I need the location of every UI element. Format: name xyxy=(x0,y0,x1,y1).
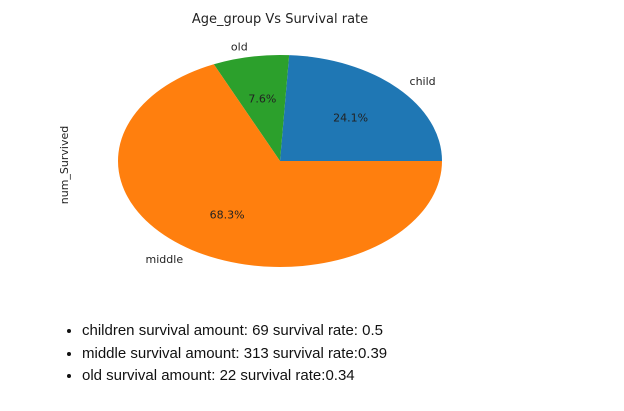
note-children: children survival amount: 69 survival ra… xyxy=(82,320,387,343)
slice-percent-old: 7.6% xyxy=(248,92,276,105)
pie-slice-middle xyxy=(117,64,442,267)
pie-slice-child xyxy=(280,55,442,162)
survival-notes-list: children survival amount: 69 survival ra… xyxy=(62,320,387,388)
slice-label-old: old xyxy=(231,40,248,53)
slice-percent-child: 24.1% xyxy=(333,111,368,124)
pie-labels: child 24.1% old 7.6% middle 68.3% xyxy=(146,40,436,266)
y-axis-label: num_Survived xyxy=(58,126,71,204)
slice-percent-middle: 68.3% xyxy=(210,208,245,221)
note-middle: middle survival amount: 313 survival rat… xyxy=(82,343,387,366)
pie-chart: Age_group Vs Survival rate num_Survived … xyxy=(58,12,442,267)
chart-title: Age_group Vs Survival rate xyxy=(192,12,368,27)
slice-label-middle: middle xyxy=(146,253,184,266)
note-old: old survival amount: 22 survival rate:0.… xyxy=(82,365,387,388)
slice-label-child: child xyxy=(410,75,436,88)
pie-slice-old xyxy=(213,55,290,162)
pie-slices xyxy=(117,55,442,267)
